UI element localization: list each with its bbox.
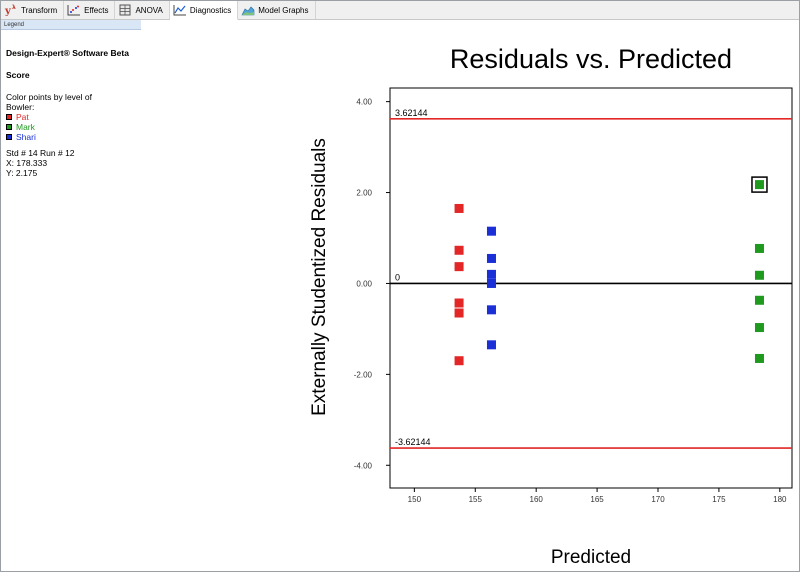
x-axis-label: Predicted — [551, 547, 631, 568]
x-tick-label: 150 — [408, 495, 422, 504]
tab-effects[interactable]: Effects — [64, 1, 116, 19]
data-point-shari[interactable] — [486, 305, 496, 315]
reference-line-label-1: 0 — [395, 272, 400, 282]
legend-panel: Design-Expert® Software Beta Score Color… — [6, 48, 186, 178]
y-tick-label: -2.00 — [354, 370, 373, 379]
tab-transform[interactable]: y λ Transform — [1, 1, 65, 19]
x-tick-label: 180 — [773, 495, 787, 504]
x-tick-label: 175 — [712, 495, 726, 504]
transform-icon: y λ — [4, 4, 16, 16]
x-tick-label: 170 — [651, 495, 665, 504]
tab-model-graphs[interactable]: Model Graphs — [238, 1, 316, 19]
tab-anova-label: ANOVA — [135, 5, 163, 15]
legend-swatch-pat — [6, 114, 12, 120]
data-point-mark[interactable] — [754, 323, 764, 333]
legend-entry-mark: Mark — [6, 122, 186, 132]
data-point-pat[interactable] — [454, 298, 464, 308]
y-tick-label: 4.00 — [356, 98, 372, 107]
tab-bar: y λ Transform Effects ANOVA Diagnostics — [1, 1, 799, 20]
data-point-mark[interactable] — [754, 353, 764, 363]
effects-icon — [67, 5, 81, 16]
y-tick-label: 2.00 — [356, 189, 372, 198]
x-tick-label: 160 — [530, 495, 544, 504]
tab-diagnostics-label: Diagnostics — [189, 5, 232, 15]
legend-label-shari: Shari — [16, 132, 36, 142]
data-point-mark[interactable] — [754, 270, 764, 280]
legend-label-mark: Mark — [16, 122, 35, 132]
response-name: Score — [6, 70, 30, 80]
plot-frame — [389, 87, 793, 489]
tab-transform-label: Transform — [21, 5, 58, 15]
y-tick-label: 0.00 — [356, 279, 372, 288]
color-by-line1: Color points by level of — [6, 92, 92, 102]
color-by-line2: Bowler: — [6, 102, 35, 112]
selection-x: X: 178.333 — [6, 158, 48, 168]
reference-line-label-2: -3.62144 — [395, 437, 431, 447]
data-point-pat[interactable] — [454, 262, 464, 272]
y-tick-label: -4.00 — [354, 461, 373, 470]
legend-header: Legend — [1, 20, 141, 30]
data-point-shari[interactable] — [486, 269, 496, 279]
legend-entry-shari: Shari — [6, 132, 186, 142]
tab-diagnostics[interactable]: Diagnostics — [169, 1, 239, 20]
svg-text:y: y — [4, 6, 12, 16]
chart-title: Residuals vs. Predicted — [450, 44, 732, 74]
legend-entry-pat: Pat — [6, 112, 186, 122]
data-point-mark[interactable] — [754, 243, 764, 253]
data-point-pat[interactable] — [454, 308, 464, 318]
selection-std-run: Std # 14 Run # 12 — [6, 148, 75, 158]
legend-swatch-mark — [6, 124, 12, 130]
data-point-shari[interactable] — [486, 253, 496, 263]
data-point-shari[interactable] — [486, 226, 496, 236]
data-point-pat[interactable] — [454, 245, 464, 255]
data-point-mark[interactable] — [754, 295, 764, 305]
model-graphs-icon — [241, 6, 255, 16]
data-point-mark[interactable] — [754, 180, 764, 190]
legend-label-pat: Pat — [16, 112, 29, 122]
selected-point-highlight — [751, 176, 768, 193]
svg-text:λ: λ — [12, 4, 16, 11]
reference-line-label-0: 3.62144 — [395, 108, 428, 118]
data-point-pat[interactable] — [454, 203, 464, 213]
data-point-shari[interactable] — [486, 278, 496, 288]
tab-model-graphs-label: Model Graphs — [258, 5, 309, 15]
selection-y: Y: 2.175 — [6, 168, 38, 178]
tab-anova[interactable]: ANOVA — [115, 1, 170, 19]
y-axis-label: Externally Studentized Residuals — [309, 138, 330, 416]
tab-effects-label: Effects — [84, 5, 109, 15]
legend-swatch-shari — [6, 134, 12, 140]
diagnostics-icon — [173, 5, 186, 16]
x-tick-label: 155 — [469, 495, 483, 504]
data-point-pat[interactable] — [454, 356, 464, 366]
app-name: Design-Expert® Software Beta — [6, 48, 129, 58]
data-point-shari[interactable] — [486, 340, 496, 350]
x-tick-label: 165 — [590, 495, 604, 504]
anova-icon — [119, 4, 131, 16]
